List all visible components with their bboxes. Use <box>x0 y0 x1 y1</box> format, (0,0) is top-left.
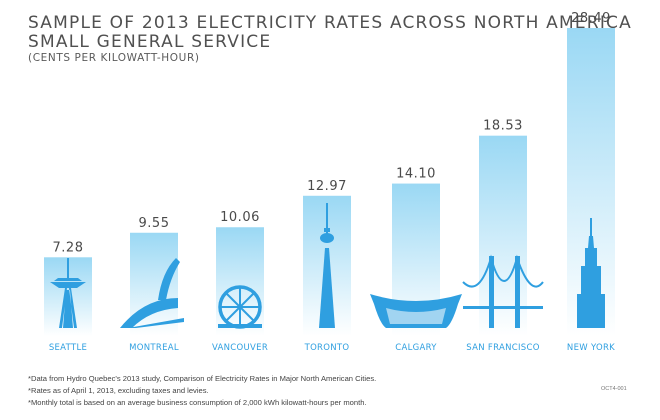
value-label: 14.10 <box>396 167 436 182</box>
footnotes: *Data from Hydro Quebec's 2013 study, Co… <box>28 373 376 409</box>
category-label: VANCOUVER <box>212 343 268 353</box>
cn-tower-icon <box>319 203 335 328</box>
category-label: SEATTLE <box>49 343 87 353</box>
title-line-2: SMALL GENERAL SERVICE <box>28 32 272 52</box>
value-label: 9.55 <box>139 216 170 231</box>
value-label: 10.06 <box>220 210 260 225</box>
saddledome-icon <box>370 294 462 328</box>
category-label: CALGARY <box>395 343 437 353</box>
space-needle-icon <box>50 258 86 328</box>
footnote-3: *Monthly total is based on an average bu… <box>28 398 367 407</box>
empire-state-building-icon <box>577 218 605 328</box>
document-code: OCT4-001 <box>601 386 627 392</box>
footnote-1: *Data from Hydro Quebec's 2013 study, Co… <box>28 374 377 383</box>
category-label: NEW YORK <box>567 343 615 353</box>
category-label: TORONTO <box>304 343 350 353</box>
olympic-stadium-icon <box>120 258 184 328</box>
value-label: 28.49 <box>571 11 611 26</box>
value-label: 12.97 <box>307 179 347 194</box>
value-label: 18.53 <box>483 119 523 134</box>
footnote-2: *Rates as of April 1, 2013, excluding ta… <box>28 386 209 395</box>
value-label: 7.28 <box>53 240 84 255</box>
title-line-1: SAMPLE OF 2013 ELECTRICITY RATES ACROSS … <box>28 13 632 33</box>
unit-label: (CENTS PER KILOWATT-HOUR) <box>28 52 200 64</box>
category-label: SAN FRANCISCO <box>466 343 539 353</box>
category-label: MONTREAL <box>129 343 179 353</box>
golden-gate-bridge-icon <box>462 254 544 328</box>
science-world-dome-icon <box>218 285 262 329</box>
chart-title: SAMPLE OF 2013 ELECTRICITY RATES ACROSS … <box>28 14 632 52</box>
